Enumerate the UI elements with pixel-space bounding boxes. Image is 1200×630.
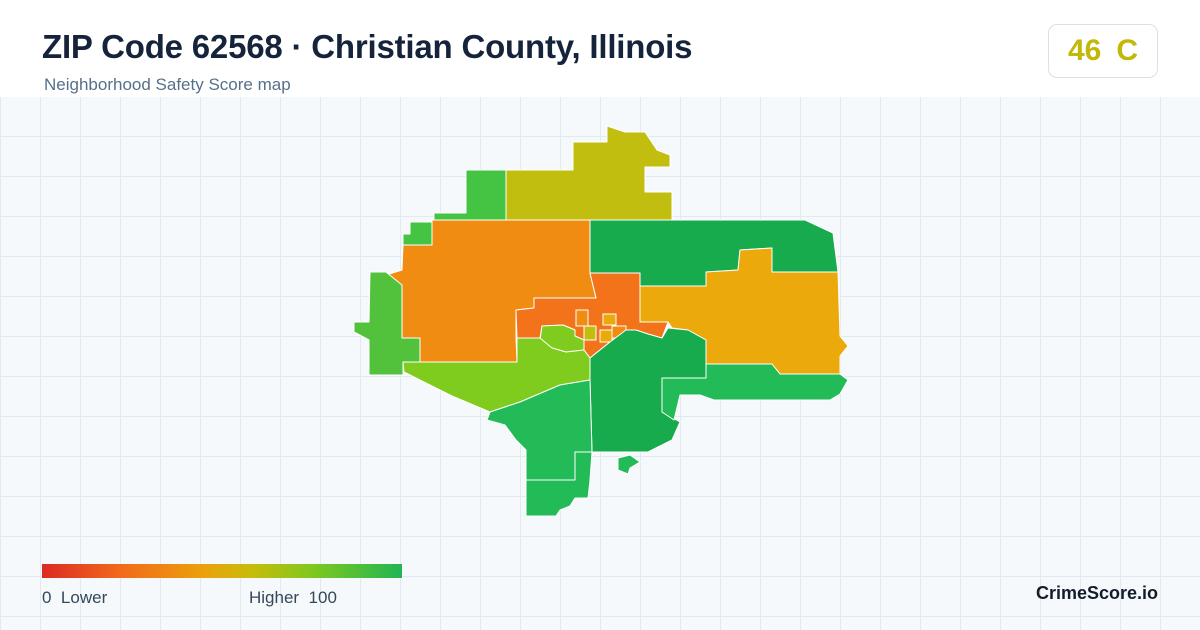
map-region-far-west-green[interactable] [353, 271, 421, 376]
safety-score-badge: 46 C [1048, 24, 1158, 78]
legend-min-group: 0 Lower [42, 588, 107, 608]
safety-score-value: 46 [1067, 34, 1102, 67]
legend-max-value: 100 [308, 588, 337, 607]
page-title: ZIP Code 62568 · Christian County, Illin… [42, 28, 693, 65]
map-region-central-block-a[interactable] [602, 313, 617, 326]
map-region-central-block-b[interactable] [575, 309, 589, 327]
map-region-far-south-green[interactable] [525, 451, 593, 517]
safety-score-grade: C [1116, 34, 1139, 67]
legend-min-value: 0 [42, 588, 52, 607]
map-region-north-yellow[interactable] [505, 125, 673, 221]
map-region-southeast-green[interactable] [661, 363, 849, 421]
legend-low-label: Lower [60, 588, 108, 607]
legend-gradient-bar [42, 564, 402, 578]
brand-logo-text[interactable]: CrimeScore.io [1036, 583, 1159, 603]
map-region-south-tab-green[interactable] [617, 454, 641, 475]
map-region-west-green-tab[interactable] [402, 221, 433, 246]
map-region-central-block-c[interactable] [583, 325, 597, 341]
legend-high-label: Higher [249, 588, 300, 607]
legend-max-group: Higher 100 [249, 588, 337, 608]
map-region-central-block-d[interactable] [599, 329, 613, 343]
map-region-north-green-tab[interactable] [433, 169, 507, 221]
page-subtitle: Neighborhood Safety Score map [44, 75, 291, 94]
header-bar: ZIP Code 62568 · Christian County, Illin… [0, 0, 1200, 97]
